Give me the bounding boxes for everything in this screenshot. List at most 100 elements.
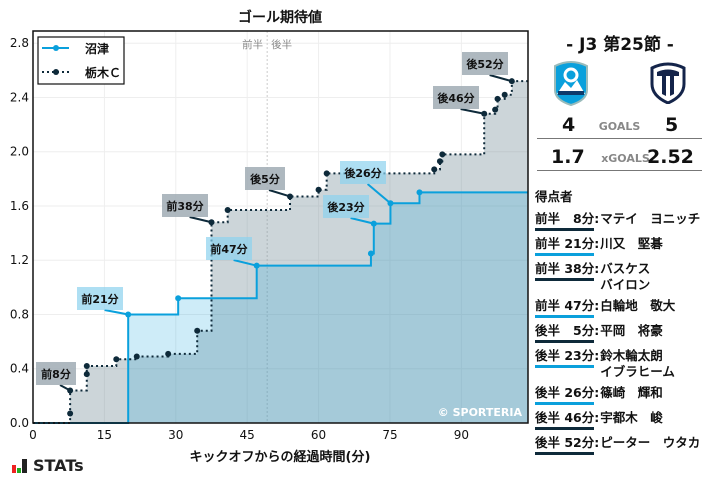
tochigi-point [133, 353, 140, 360]
scorer-item: 後半 5分: 平岡 将豪 [535, 323, 707, 343]
scorer-time: 前半 8分 [535, 211, 595, 231]
scorers-list: 得点者 前半 8分: マテイ ヨニッチ 前半 21分: 川又 堅碁 前半 38分: バスケ… [535, 186, 707, 460]
y-tick-label: 0.4 [10, 362, 29, 376]
numazu-line [33, 191, 528, 424]
annotation-box [323, 195, 369, 218]
scorer-name: 篠崎 輝和 [600, 385, 663, 400]
x-tick-label: 0 [29, 428, 37, 442]
scorer-item: 前半 8分: マテイ ヨニッチ [535, 211, 707, 231]
xgoals-label: xGOALS [601, 152, 650, 165]
scorer-name: バスケス バイロン [600, 261, 651, 292]
scorer-name: 宇都木 峻 [600, 410, 663, 425]
tochigi-point [323, 170, 330, 177]
scorer-time: 後半 52分 [535, 435, 595, 455]
scorer-item: 後半 52分: ピーター ウタカ [535, 435, 707, 455]
y-tick-label: 0.0 [10, 416, 29, 430]
scorer-time: 後半 26分 [535, 385, 595, 405]
legend-tochigi-label: 栃木Ｃ [85, 65, 121, 80]
scorer-time: 後半 23分 [535, 348, 595, 368]
tochigi-point [492, 106, 499, 113]
scorer-colon: : [594, 236, 600, 251]
annotation-arrow [59, 384, 71, 392]
x-tick-label: 45 [240, 428, 255, 442]
x-tick-label: 60 [311, 428, 326, 442]
tochigi-point [436, 158, 443, 165]
annotation-arrow [233, 259, 257, 267]
annotation-arrow [350, 217, 375, 225]
x-tick-label: 90 [454, 428, 469, 442]
tochigi-point [194, 327, 201, 334]
annotation-label: 前8分 [41, 367, 71, 381]
y-tick-label: 2.8 [10, 36, 29, 50]
numazu-point [416, 189, 423, 196]
annotation-box [433, 86, 479, 109]
scorer-time: 前半 47分 [535, 298, 595, 318]
legend-numazu-marker [53, 45, 59, 51]
annotation-box [462, 52, 508, 75]
tochigi-point [431, 166, 438, 173]
y-tick-label: 1.2 [10, 253, 29, 267]
scorer-item: 前半 21分: 川又 堅碁 [535, 236, 707, 256]
scorer-colon: : [594, 348, 600, 363]
scorer-colon: : [594, 261, 600, 276]
xg-chart: ゴール期待値 0 15 30 45 60 75 90 0.0 0.4 0.8 1.2 1.6 2.0 2.… [10, 9, 529, 465]
annotation-arrow [189, 216, 212, 224]
scorer-time: 後半 5分 [535, 323, 595, 343]
stats-logo-icon [12, 458, 27, 473]
y-tick-label: 1.6 [10, 199, 29, 213]
tochigi-point [494, 95, 501, 102]
annotation-label: 後52分 [466, 57, 503, 71]
tochigi-point [224, 207, 231, 214]
annotation-label: 後5分 [250, 172, 280, 186]
annotation-arrow [366, 183, 392, 205]
scorer-name: 川又 堅碁 [600, 236, 663, 251]
copyright: © SPORTERIA [438, 406, 523, 419]
legend-box [37, 36, 125, 85]
x-tick-label: 15 [97, 428, 112, 442]
numazu-logo [551, 60, 591, 110]
scorers-title: 得点者 [535, 189, 573, 204]
scorer-colon: : [594, 385, 600, 400]
first-half-label: 前半 [242, 38, 263, 51]
chart-title: ゴール期待値 [238, 9, 322, 26]
home-goals: 4 [562, 114, 576, 136]
annotation-box [340, 161, 386, 184]
annotation-label: 前38分 [166, 199, 203, 213]
x-tick-label: 30 [168, 428, 183, 442]
scorer-name: ピーター ウタカ [600, 435, 701, 450]
tochigi-area [33, 81, 528, 423]
annotation-arrow [489, 74, 513, 83]
home-xgoals: 1.7 [551, 146, 585, 168]
tochigi-point [165, 350, 172, 357]
annotation-box [245, 167, 285, 190]
goals-label: GOALS [598, 120, 641, 133]
away-xgoals: 2.52 [647, 146, 694, 168]
scorer-colon: : [594, 323, 600, 338]
annotation-label: 後23分 [327, 200, 364, 214]
stats-brand: STATs [12, 456, 84, 475]
annotation-label: 前21分 [81, 292, 118, 306]
annotation-box [206, 237, 252, 260]
scorer-name: 平岡 将豪 [600, 323, 663, 338]
match-title: - J3 第25節 - [566, 35, 674, 55]
tochigi-point [67, 410, 74, 417]
numazu-point [175, 295, 182, 302]
scorer-name: 白輪地 敬大 [600, 298, 676, 313]
y-tick-label: 2.4 [10, 90, 29, 104]
scorer-item: 後半 26分: 篠崎 輝和 [535, 385, 707, 405]
away-goals: 5 [665, 114, 679, 136]
annotation-box [77, 287, 123, 310]
annotation-label: 後26分 [344, 166, 381, 180]
numazu-point [367, 250, 374, 257]
legend-tochigi-marker [53, 69, 59, 75]
scorer-item: 前半 47分: 白輪地 敬大 [535, 298, 707, 318]
x-axis-label: キックオフからの経過時間(分) [190, 449, 371, 465]
scorer-time: 後半 46分 [535, 410, 595, 430]
scorer-colon: : [594, 211, 600, 226]
annotation-arrow [460, 108, 485, 115]
tochigi-logo [650, 62, 686, 108]
scorer-item: 後半 23分: 鈴木輪太朗 イブラヒーム [535, 348, 707, 380]
tochigi-point [83, 363, 90, 370]
legend-numazu-label: 沼津 [85, 41, 109, 56]
